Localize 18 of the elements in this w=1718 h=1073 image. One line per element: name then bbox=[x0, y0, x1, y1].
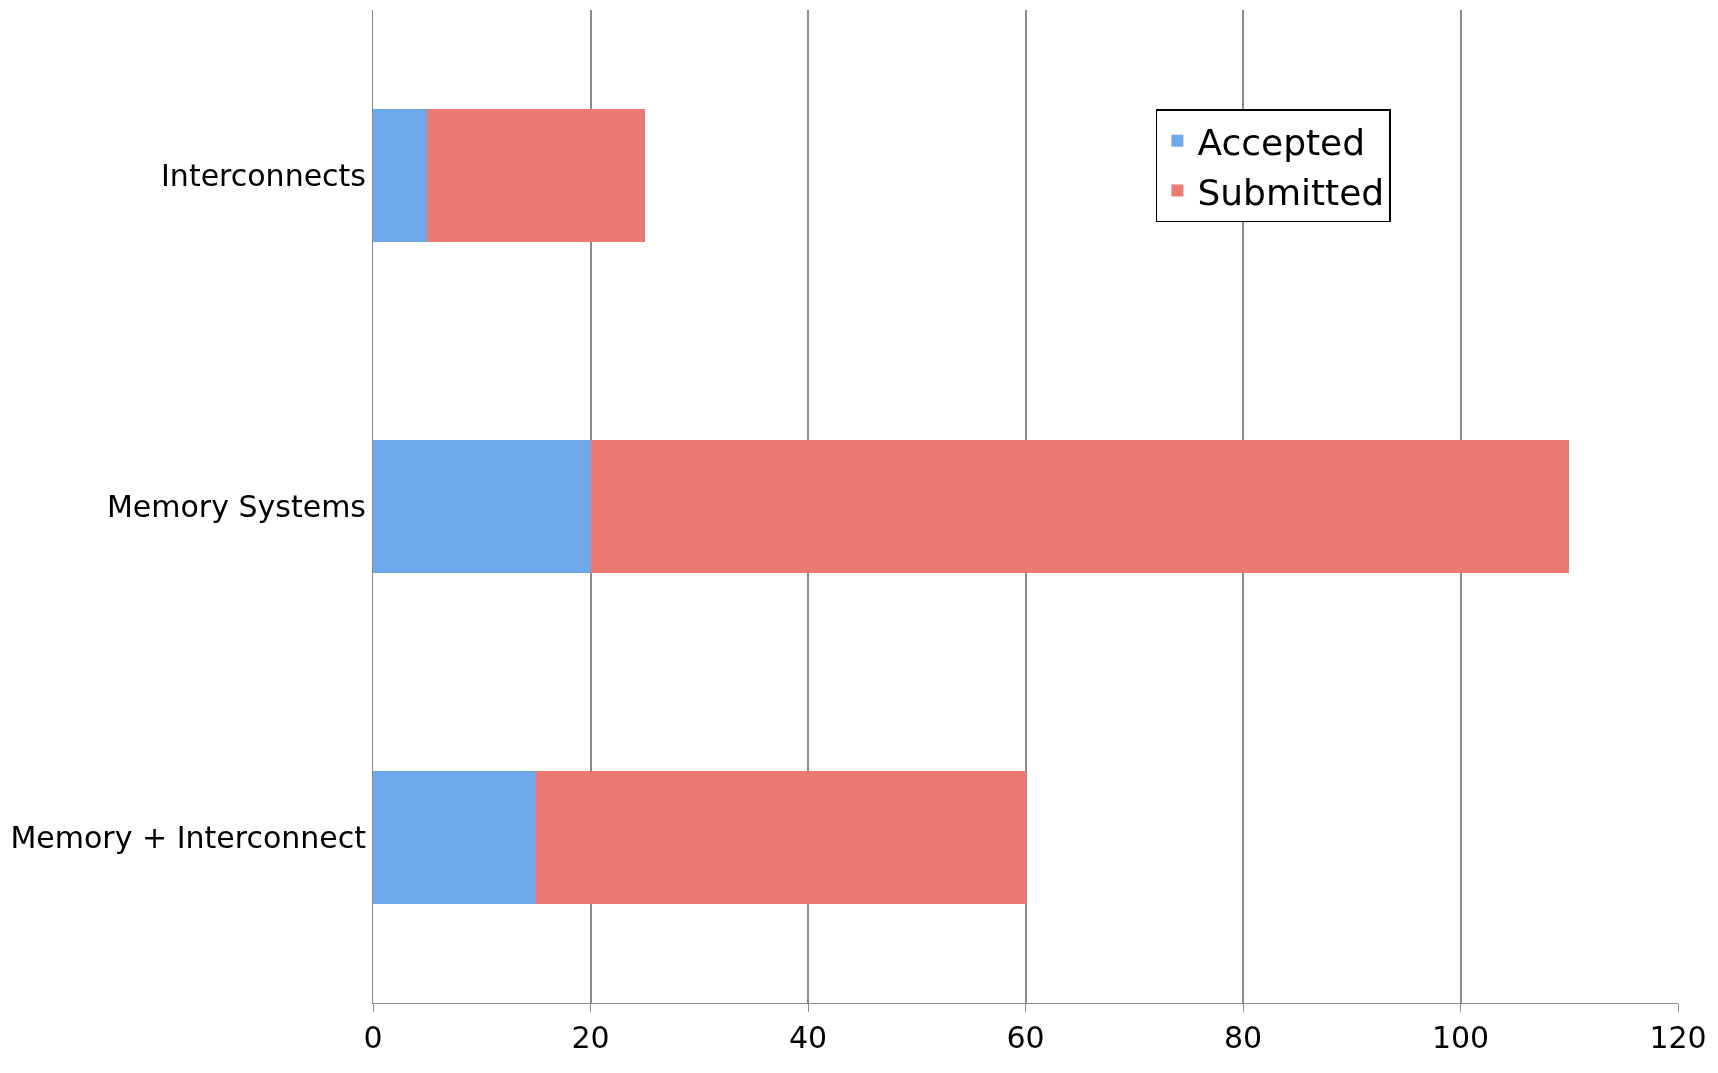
x-tick-label: 120 bbox=[1649, 1020, 1707, 1055]
x-tick-label: 100 bbox=[1431, 1020, 1490, 1055]
bar bbox=[427, 109, 645, 242]
x-tick-label: 60 bbox=[1006, 1020, 1045, 1055]
y-tick-label: Memory Systems bbox=[106, 489, 366, 524]
y-tick-label: Memory + Interconnect bbox=[10, 820, 367, 855]
bar bbox=[373, 771, 537, 904]
bar bbox=[373, 440, 591, 573]
y-tick-label: Interconnects bbox=[161, 158, 366, 193]
x-tick-label: 40 bbox=[788, 1020, 828, 1055]
x-tick-label: 20 bbox=[571, 1020, 610, 1055]
bar bbox=[590, 440, 1570, 573]
legend-label: Accepted bbox=[1197, 121, 1366, 163]
x-tick-label: 80 bbox=[1223, 1020, 1263, 1055]
bar bbox=[373, 109, 428, 242]
bar bbox=[536, 771, 1026, 904]
x-tick-label: 0 bbox=[363, 1020, 383, 1055]
legend-label: Submitted bbox=[1197, 171, 1385, 213]
